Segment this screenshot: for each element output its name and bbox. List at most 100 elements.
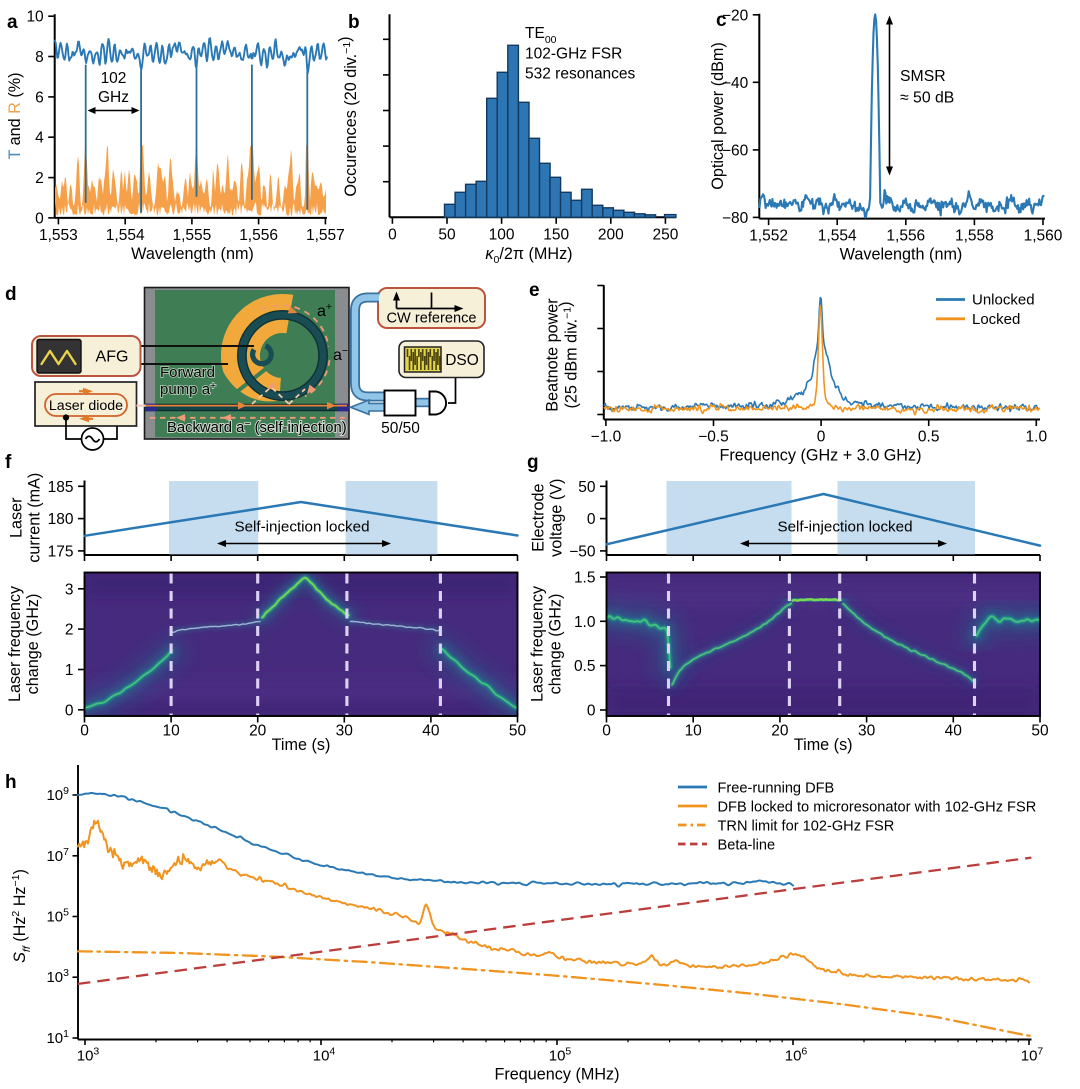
svg-text:0: 0: [587, 511, 596, 528]
svg-text:Frequency (GHz + 3.0 GHz): Frequency (GHz + 3.0 GHz): [720, 447, 922, 465]
svg-text:185: 185: [48, 479, 74, 496]
svg-text:Wavelength (nm): Wavelength (nm): [840, 245, 963, 263]
svg-text:Laser frequency: Laser frequency: [6, 585, 24, 702]
svg-text:102: 102: [101, 70, 127, 87]
svg-text:d: d: [5, 284, 17, 305]
svg-text:Electrode: Electrode: [530, 484, 548, 552]
svg-text:50: 50: [438, 226, 456, 243]
svg-text:Time (s): Time (s): [794, 736, 853, 754]
svg-text:Self-injection locked: Self-injection locked: [777, 519, 912, 536]
svg-text:1,557: 1,557: [306, 227, 345, 244]
svg-text:Locked: Locked: [972, 311, 1020, 328]
svg-text:voltage (V): voltage (V): [548, 479, 566, 557]
svg-text:Sff (Hz2 Hz−1): Sff (Hz2 Hz−1): [10, 869, 33, 963]
svg-text:30: 30: [858, 723, 876, 740]
svg-text:50/50: 50/50: [381, 420, 420, 437]
svg-text:e: e: [529, 280, 540, 301]
svg-text:175: 175: [48, 543, 74, 560]
svg-text:1,560: 1,560: [1024, 227, 1063, 244]
svg-text:0: 0: [388, 226, 397, 243]
svg-text:40: 40: [422, 723, 440, 740]
svg-text:20: 20: [771, 723, 789, 740]
svg-text:c: c: [716, 10, 727, 31]
svg-text:Wavelength (nm): Wavelength (nm): [131, 245, 254, 263]
svg-text:current (mA): current (mA): [26, 473, 44, 563]
svg-text:f: f: [5, 452, 12, 473]
svg-text:Self-injection locked: Self-injection locked: [234, 519, 369, 536]
svg-text:CW reference: CW reference: [386, 311, 476, 327]
svg-text:0: 0: [602, 723, 611, 740]
svg-text:40: 40: [945, 723, 963, 740]
svg-text:−40: −40: [722, 75, 749, 92]
svg-text:50: 50: [509, 723, 527, 740]
svg-text:10: 10: [685, 723, 703, 740]
svg-text:180: 180: [48, 511, 74, 528]
svg-text:8: 8: [35, 49, 44, 66]
svg-text:−20: −20: [722, 7, 749, 24]
svg-text:0.5: 0.5: [918, 429, 940, 446]
svg-text:50: 50: [1031, 723, 1049, 740]
svg-text:1,558: 1,558: [955, 227, 994, 244]
svg-text:250: 250: [652, 226, 678, 243]
svg-text:−60: −60: [722, 142, 749, 159]
svg-text:3: 3: [65, 581, 74, 598]
svg-text:200: 200: [598, 226, 624, 243]
svg-text:Frequency (MHz): Frequency (MHz): [494, 1066, 619, 1084]
svg-text:2: 2: [65, 622, 74, 639]
svg-text:Forward: Forward: [160, 364, 215, 381]
svg-text:1.5: 1.5: [574, 570, 596, 587]
svg-text:100: 100: [489, 226, 515, 243]
svg-text:Free-running DFB: Free-running DFB: [718, 780, 835, 796]
svg-text:1.0: 1.0: [1026, 429, 1048, 446]
svg-text:DFB locked to microresonator w: DFB locked to microresonator with 102-GH…: [718, 799, 1037, 815]
svg-text:Laser diode: Laser diode: [49, 398, 123, 414]
svg-text:30: 30: [336, 723, 354, 740]
svg-text:SMSR: SMSR: [900, 68, 946, 85]
svg-text:g: g: [527, 452, 539, 473]
svg-text:change (GHz): change (GHz): [24, 594, 42, 695]
svg-text:150: 150: [543, 226, 569, 243]
svg-text:T and R (%): T and R (%): [6, 73, 24, 160]
svg-text:1,553: 1,553: [39, 227, 78, 244]
svg-text:a: a: [7, 12, 18, 33]
svg-text:κ0/2π (MHz): κ0/2π (MHz): [485, 245, 572, 266]
svg-text:1.0: 1.0: [574, 614, 596, 631]
svg-text:20: 20: [249, 723, 267, 740]
svg-text:Time (s): Time (s): [272, 736, 331, 754]
svg-text:Unlocked: Unlocked: [972, 292, 1035, 309]
svg-text:6: 6: [35, 89, 44, 106]
svg-text:AFG: AFG: [96, 349, 129, 366]
svg-text:TRN limit for 102-GHz FSR: TRN limit for 102-GHz FSR: [718, 818, 895, 834]
svg-text:10: 10: [162, 723, 180, 740]
svg-text:0: 0: [587, 703, 596, 720]
svg-text:Beatnote power: Beatnote power: [544, 298, 562, 412]
svg-text:0.5: 0.5: [574, 658, 596, 675]
svg-text:pump a+: pump a+: [160, 380, 216, 398]
svg-text:−1.0: −1.0: [591, 429, 622, 446]
svg-text:Optical power (dBm): Optical power (dBm): [709, 42, 727, 190]
svg-text:Backward a− (self-injection): Backward a− (self-injection): [167, 418, 347, 436]
svg-text:0: 0: [65, 702, 74, 719]
svg-text:GHz: GHz: [98, 89, 129, 106]
svg-text:1,554: 1,554: [818, 227, 857, 244]
svg-text:1,552: 1,552: [749, 227, 788, 244]
svg-text:50: 50: [578, 479, 596, 496]
svg-text:2: 2: [35, 170, 44, 187]
svg-text:≈ 50 dB: ≈ 50 dB: [900, 90, 954, 107]
svg-text:1,555: 1,555: [173, 227, 212, 244]
svg-text:−80: −80: [722, 210, 749, 227]
svg-text:1: 1: [65, 662, 74, 679]
svg-text:1,554: 1,554: [106, 227, 145, 244]
svg-text:1,556: 1,556: [886, 227, 925, 244]
svg-text:532 resonances: 532 resonances: [525, 66, 636, 83]
svg-text:Laser frequency: Laser frequency: [529, 585, 547, 702]
svg-text:Laser: Laser: [8, 497, 26, 538]
svg-text:0: 0: [817, 429, 826, 446]
svg-text:−50: −50: [569, 543, 596, 560]
svg-text:DSO: DSO: [445, 352, 479, 369]
svg-text:h: h: [5, 772, 17, 793]
svg-text:0: 0: [80, 723, 89, 740]
svg-text:102-GHz FSR: 102-GHz FSR: [525, 46, 622, 63]
svg-text:Beta-line: Beta-line: [718, 837, 776, 853]
svg-text:change (GHz): change (GHz): [547, 594, 565, 695]
